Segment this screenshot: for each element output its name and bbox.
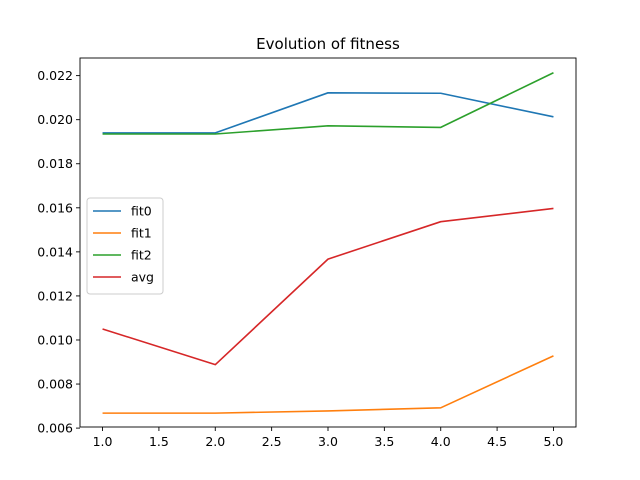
y-tick-label: 0.020 — [37, 112, 73, 127]
x-tick-label: 3.5 — [374, 434, 394, 449]
legend-label-avg: avg — [131, 270, 154, 285]
x-tick-label: 1.0 — [93, 434, 113, 449]
x-tick-label: 2.0 — [205, 434, 225, 449]
legend-label-fit2: fit2 — [131, 248, 152, 263]
x-tick-label: 5.0 — [544, 434, 564, 449]
y-tick-label: 0.016 — [37, 200, 73, 215]
legend-box — [86, 197, 164, 295]
y-tick-label: 0.010 — [37, 332, 73, 347]
x-tick-label: 1.5 — [149, 434, 169, 449]
series-line-fit0 — [102, 92, 554, 134]
y-tick-label: 0.018 — [37, 156, 73, 171]
y-tick-label: 0.012 — [37, 288, 73, 303]
x-tick-label: 4.0 — [431, 434, 451, 449]
x-tick-label: 2.5 — [262, 434, 282, 449]
chart-title: Evolution of fitness — [256, 35, 400, 53]
y-tick-label: 0.008 — [37, 377, 73, 392]
x-tick-label: 4.5 — [487, 434, 507, 449]
series-line-fit2 — [102, 72, 554, 135]
legend-label-fit1: fit1 — [131, 226, 152, 241]
y-tick-label: 0.022 — [37, 68, 73, 83]
y-tick-label: 0.014 — [37, 244, 73, 259]
y-tick-label: 0.006 — [37, 421, 73, 436]
legend-label-fit0: fit0 — [131, 204, 152, 219]
series-line-fit1 — [102, 355, 554, 414]
series-line-avg — [102, 207, 554, 366]
x-tick-label: 3.0 — [318, 434, 338, 449]
